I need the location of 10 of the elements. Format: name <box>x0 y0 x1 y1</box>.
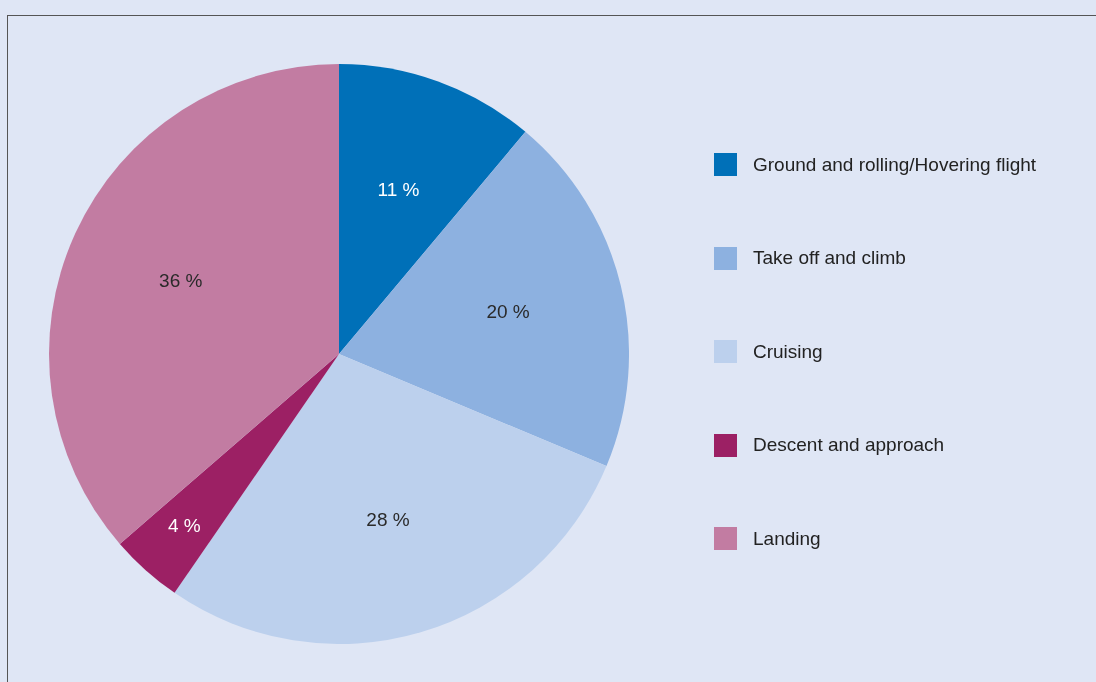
data-label: 20 % <box>486 301 530 323</box>
data-label: 4 % <box>167 515 201 537</box>
legend-label: Landing <box>753 527 821 550</box>
data-label: 36 % <box>159 269 203 291</box>
data-label: 11 % <box>377 178 420 200</box>
data-label: 28 % <box>366 509 410 531</box>
legend-label: Cruising <box>753 340 823 363</box>
legend-label: Descent and approach <box>753 434 945 457</box>
legend-label: Take off and climb <box>753 247 906 270</box>
legend-label: Ground and rolling/Hovering flight <box>753 153 1037 176</box>
